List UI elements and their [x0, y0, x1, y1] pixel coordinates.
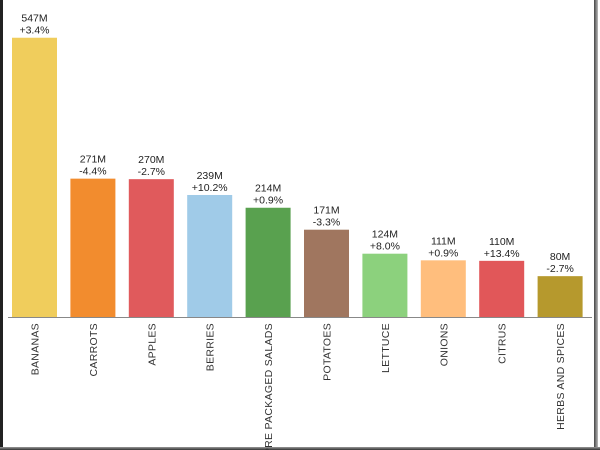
change-label-berries: +10.2% — [192, 182, 228, 194]
change-label-citrus: +13.4% — [484, 248, 520, 260]
value-label-pre-packaged-salads: 214M — [255, 183, 281, 195]
change-label-potatoes: -3.3% — [313, 217, 340, 229]
frame-bottom-edge — [0, 447, 600, 450]
value-label-apples: 270M — [138, 154, 164, 166]
category-label-bananas: BANANAS — [30, 323, 42, 375]
value-label-berries: 239M — [197, 170, 223, 182]
category-label-citrus: CITRUS — [497, 323, 509, 364]
value-label-carrots: 271M — [80, 154, 106, 166]
bar-pre-packaged-salads[interactable] — [245, 207, 291, 317]
bar-potatoes[interactable] — [304, 229, 349, 317]
bar-lettuce[interactable] — [362, 253, 408, 317]
category-label-onions: ONIONS — [438, 323, 450, 366]
category-label-potatoes: POTATOES — [322, 323, 334, 381]
bar-berries[interactable] — [187, 194, 233, 317]
change-label-apples: -2.7% — [138, 166, 165, 178]
bar-herbs-and-spices[interactable] — [537, 276, 583, 317]
value-label-onions: 111M — [431, 235, 456, 247]
category-label-pre-packaged-salads: PRE PACKAGED SALADS — [263, 323, 275, 450]
change-label-pre-packaged-salads: +0.9% — [253, 195, 283, 207]
change-label-carrots: -4.4% — [79, 166, 106, 178]
bar-bananas[interactable] — [12, 37, 57, 318]
category-label-berries: BERRIES — [205, 323, 217, 371]
bar-onions[interactable] — [420, 260, 466, 317]
bar-carrots[interactable] — [70, 178, 116, 317]
value-label-lettuce: 124M — [372, 229, 398, 241]
change-label-bananas: +3.4% — [19, 25, 49, 37]
value-label-citrus: 110M — [489, 236, 515, 248]
category-label-apples: APPLES — [146, 323, 158, 366]
category-label-herbs-and-spices: HERBS AND SPICES — [555, 323, 567, 430]
value-label-herbs-and-spices: 80M — [550, 251, 570, 263]
change-label-lettuce: +8.0% — [370, 241, 400, 253]
bar-apples[interactable] — [128, 179, 174, 317]
change-label-herbs-and-spices: -2.7% — [546, 263, 573, 275]
value-label-potatoes: 171M — [313, 205, 339, 217]
category-label-carrots: CARROTS — [88, 323, 100, 376]
category-label-lettuce: LETTUCE — [380, 323, 392, 373]
change-label-onions: +0.9% — [428, 247, 458, 259]
value-label-bananas: 547M — [21, 13, 47, 25]
bar-citrus[interactable] — [479, 260, 525, 317]
